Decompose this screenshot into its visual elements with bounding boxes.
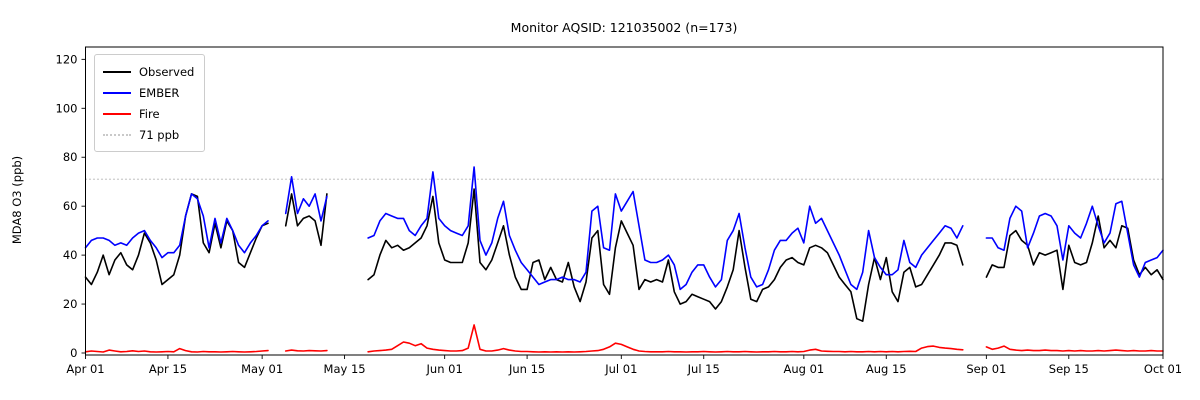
y-tick-label: 80 <box>63 150 78 164</box>
x-tick-label: Oct 01 <box>1144 362 1182 376</box>
legend-label-fire: Fire <box>139 106 160 121</box>
legend-item-observed: Observed <box>103 61 194 82</box>
ember-line <box>284 176 328 222</box>
legend-item-threshold: 71 ppb <box>103 124 194 145</box>
legend-item-fire: Fire <box>103 103 194 124</box>
observed-line <box>84 193 269 286</box>
y-tick-label: 20 <box>63 297 78 311</box>
x-tick-label: Apr 15 <box>149 362 187 376</box>
legend-label-observed: Observed <box>139 64 195 79</box>
fire-line <box>284 349 328 352</box>
legend-item-ember: EMBER <box>103 82 194 103</box>
ember-line <box>985 200 1164 278</box>
observed-line-swatch <box>103 70 131 73</box>
legend: Observed EMBER Fire 71 ppb <box>94 54 206 152</box>
y-tick-label: 60 <box>63 199 78 213</box>
plot-border <box>85 46 1164 356</box>
observed-line <box>284 193 328 247</box>
x-tick-label: Aug 01 <box>783 362 824 376</box>
y-tick-label: 100 <box>56 101 78 115</box>
fire-line <box>84 347 269 353</box>
y-tick-label: 0 <box>70 346 77 360</box>
fire-line <box>985 345 1164 352</box>
x-tick-label: Jul 15 <box>687 362 720 376</box>
x-tick-label: Sep 15 <box>1049 362 1089 376</box>
ember-line <box>84 193 269 259</box>
ember-line <box>367 166 964 291</box>
y-tick-label: 40 <box>63 248 78 262</box>
fire-line <box>367 324 964 353</box>
fire-line-swatch <box>103 112 131 115</box>
threshold-line-swatch <box>103 133 131 136</box>
x-tick-label: Jul 01 <box>604 362 637 376</box>
x-tick-label: Apr 01 <box>66 362 104 376</box>
observed-line <box>367 188 964 323</box>
observed-line <box>985 215 1164 291</box>
x-tick-label: Jun 15 <box>508 362 545 376</box>
x-tick-label: Aug 15 <box>866 362 907 376</box>
ember-line-swatch <box>103 91 131 94</box>
x-tick-label: May 15 <box>324 362 366 376</box>
x-tick-label: Sep 01 <box>966 362 1006 376</box>
y-tick-label: 120 <box>56 52 78 66</box>
chart-title: Monitor AQSID: 121035002 (n=173) <box>510 20 738 35</box>
legend-label-threshold: 71 ppb <box>139 127 180 142</box>
x-tick-label: Jun 01 <box>426 362 463 376</box>
x-tick-label: May 01 <box>241 362 283 376</box>
legend-label-ember: EMBER <box>139 85 180 100</box>
